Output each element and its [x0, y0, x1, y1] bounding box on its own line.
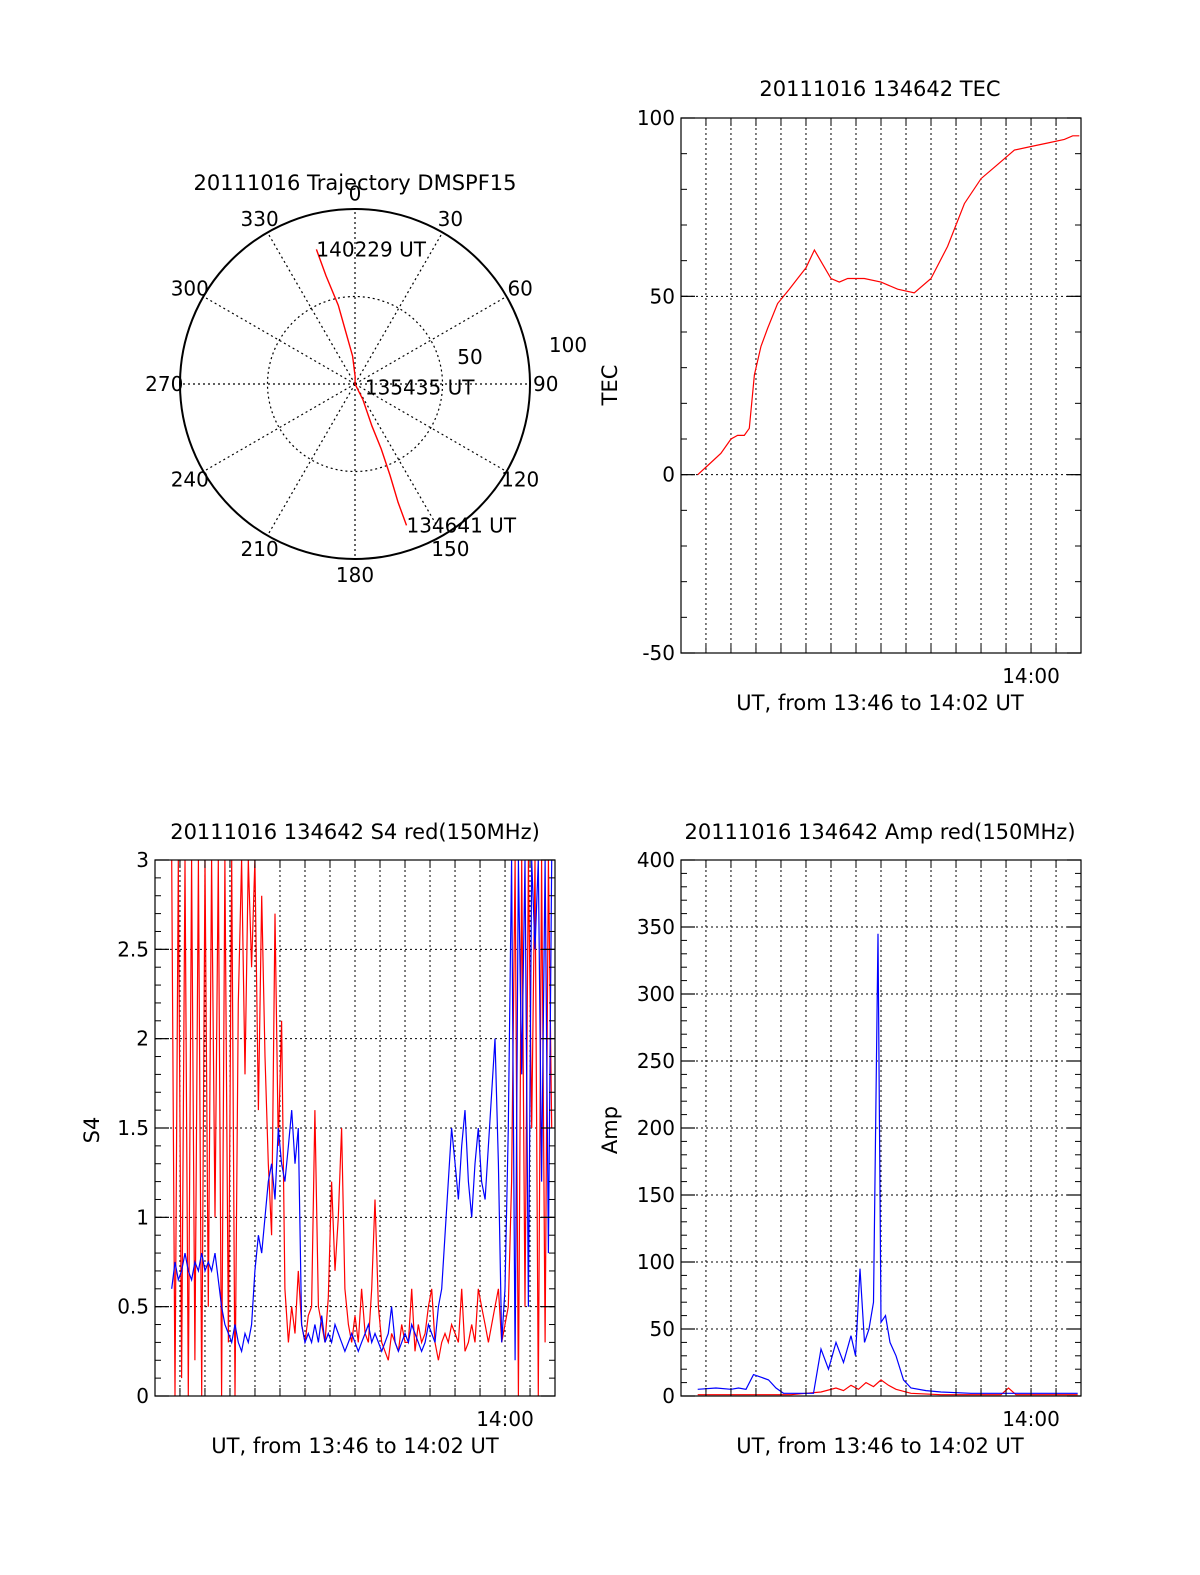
- polar-angle-label: 180: [336, 563, 374, 587]
- x-tick-label: 14:00: [1002, 664, 1060, 688]
- amp-chart: 20111016 134642 Amp red(150MHz) 0 50 100 15…: [598, 820, 1082, 1458]
- polar-angle-label: 330: [241, 207, 279, 231]
- polar-annotation: 140229 UT: [316, 237, 426, 261]
- x-tick-label: 14:00: [1002, 1407, 1060, 1431]
- polar-spoke: [203, 383, 356, 473]
- s4-chart-title: 20111016 134642 S4 red(150MHz): [170, 820, 540, 844]
- polar-angle-label: 210: [241, 537, 279, 561]
- tec-plot-area: -50 0 50 100 14:00: [637, 106, 1082, 688]
- y-tick-label: 100: [637, 1250, 675, 1274]
- polar-angle-label: 270: [145, 372, 183, 396]
- polar-spoke: [354, 383, 507, 473]
- y-tick-label: 400: [637, 848, 675, 872]
- y-tick-label: 350: [637, 915, 675, 939]
- polar-spoke: [266, 383, 356, 536]
- polar-angle-label: 120: [501, 467, 539, 491]
- y-tick-label: 200: [637, 1116, 675, 1140]
- series-line-1: [697, 1379, 1078, 1396]
- s4-y-axis-label: S4: [80, 1117, 104, 1144]
- series-line-2: [171, 859, 553, 1361]
- y-tick-label: 0.5: [117, 1295, 149, 1319]
- series-line-2: [697, 933, 1078, 1394]
- polar-spoke: [354, 232, 444, 385]
- y-tick-label: 0: [662, 1384, 675, 1408]
- polar-inner-circle: [266, 295, 444, 473]
- polar-trajectory-line: [315, 249, 408, 526]
- y-tick-label: 2.5: [117, 937, 149, 961]
- polar-radius-label: 50: [457, 345, 482, 369]
- y-tick-label: 50: [650, 284, 675, 308]
- polar-angle-label: 240: [171, 467, 209, 491]
- polar-angle-label: 150: [431, 537, 469, 561]
- polar-spoke: [203, 295, 356, 385]
- y-tick-label: 250: [637, 1049, 675, 1073]
- s4-x-axis-label: UT, from 13:46 to 14:02 UT: [211, 1434, 499, 1458]
- y-tick-label: 0: [662, 463, 675, 487]
- polar-angle-label: 90: [533, 372, 558, 396]
- y-tick-label: 300: [637, 982, 675, 1006]
- polar-radius-label: 100: [549, 333, 587, 357]
- amp-x-axis-label: UT, from 13:46 to 14:02 UT: [736, 1434, 1024, 1458]
- polar-angle-label: 60: [507, 277, 532, 301]
- y-tick-label: 1.5: [117, 1116, 149, 1140]
- polar-angle-label: 0: [349, 181, 362, 205]
- amp-y-axis-label: Amp: [598, 1106, 622, 1154]
- polar-annotation: 134641 UT: [406, 513, 516, 537]
- s4-chart: 20111016 134642 S4 red(150MHz) 0 0.5 1 1.5 2…: [80, 820, 556, 1458]
- tec-y-axis-label: TEC: [598, 365, 622, 407]
- polar-chart-title: 20111016 Trajectory DMSPF15: [193, 171, 516, 195]
- amp-chart-title: 20111016 134642 Amp red(150MHz): [684, 820, 1075, 844]
- y-tick-label: 100: [637, 106, 675, 130]
- polar-angle-label: 30: [438, 207, 463, 231]
- y-tick-label: 1: [136, 1205, 149, 1229]
- polar-grid: [179, 208, 531, 560]
- polar-labels: 0 30 60 90 120 150 180 210 240 270 300 330 50 100 1402…: [145, 181, 587, 587]
- tec-chart-title: 20111016 134642 TEC: [759, 77, 1000, 101]
- series-line-1: [697, 135, 1080, 476]
- s4-plot-area: 0 0.5 1 1.5 2 2.5 3 14:00: [117, 848, 556, 1431]
- polar-trajectory-chart: 20111016 Trajectory DMSPF15 0 30 60 90 120 15…: [145, 171, 587, 587]
- y-tick-label: 50: [650, 1317, 675, 1341]
- polar-outer-circle: [179, 208, 531, 560]
- y-tick-label: 2: [136, 1027, 149, 1051]
- polar-series: [315, 249, 408, 526]
- y-tick-label: -50: [642, 641, 675, 665]
- amp-plot-area: 0 50 100 150 200 250 300 350 400 14:00: [637, 848, 1082, 1431]
- x-tick-label: 14:00: [476, 1407, 534, 1431]
- tec-chart: 20111016 134642 TEC -50 0 50 100 14:00 UT, f…: [598, 77, 1082, 715]
- y-tick-label: 150: [637, 1183, 675, 1207]
- y-tick-label: 0: [136, 1384, 149, 1408]
- y-tick-label: 3: [136, 848, 149, 872]
- polar-spoke: [354, 383, 444, 536]
- polar-annotation: 135435 UT: [365, 376, 475, 400]
- tec-x-axis-label: UT, from 13:46 to 14:02 UT: [736, 691, 1024, 715]
- polar-spoke: [266, 232, 356, 385]
- polar-angle-label: 300: [171, 277, 209, 301]
- polar-spoke: [354, 295, 507, 385]
